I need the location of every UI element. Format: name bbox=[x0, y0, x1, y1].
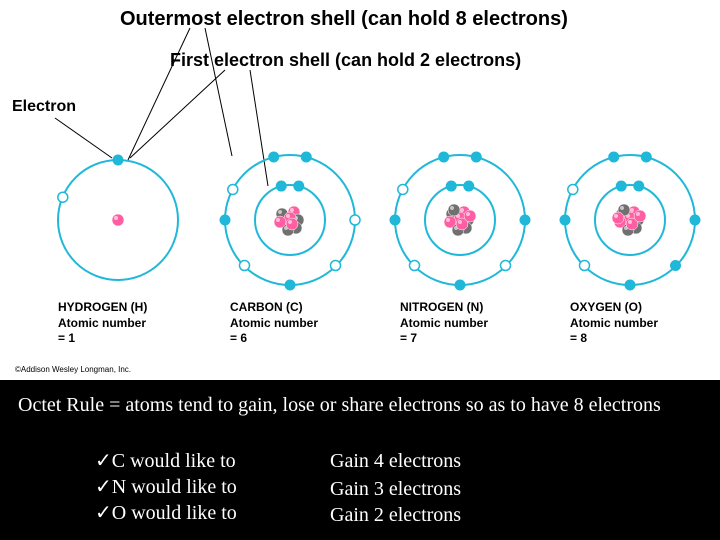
c-text: C would like to bbox=[112, 450, 236, 472]
octet-item-n: ✓N would like to bbox=[95, 474, 237, 500]
atom-label: NITROGEN (N)Atomic number= 7 bbox=[400, 300, 540, 347]
octet-item-c: ✓C would like to bbox=[95, 448, 236, 474]
gain-n: Gain 3 electrons bbox=[330, 476, 461, 502]
gain-c: Gain 4 electrons bbox=[330, 448, 461, 474]
atom-label: CARBON (C)Atomic number= 6 bbox=[230, 300, 370, 347]
atom-label: OXYGEN (O)Atomic number= 8 bbox=[570, 300, 710, 347]
n-text: N would like to bbox=[112, 476, 237, 498]
octet-rule: Octet Rule = atoms tend to gain, lose or… bbox=[18, 392, 702, 418]
gain-o: Gain 2 electrons bbox=[330, 502, 461, 528]
copyright: ©Addison Wesley Longman, Inc. bbox=[15, 365, 131, 374]
octet-item-o: ✓O would like to bbox=[95, 500, 237, 526]
o-text: O would like to bbox=[112, 502, 237, 524]
atom-label: HYDROGEN (H)Atomic number= 1 bbox=[58, 300, 198, 347]
